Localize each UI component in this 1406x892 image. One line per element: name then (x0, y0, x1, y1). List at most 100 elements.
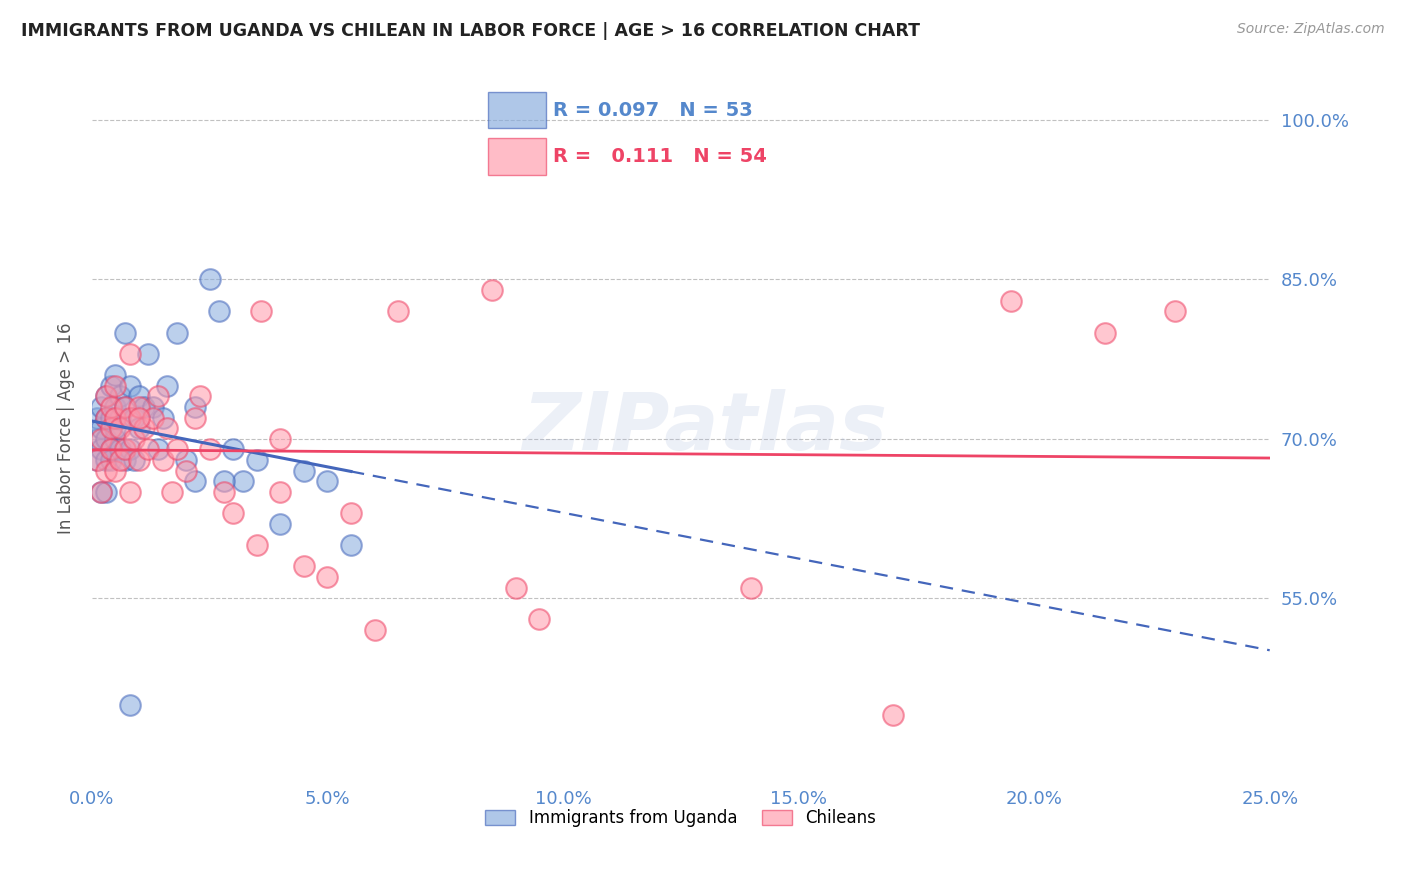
Point (100, 410, 122, 425)
Point (94, 453, 117, 467)
Point (90, 442, 112, 457)
Point (108, 453, 131, 467)
Point (118, 698, 141, 712)
Point (100, 442, 122, 457)
Point (118, 442, 141, 457)
Point (174, 464, 197, 478)
Point (100, 400, 122, 414)
Point (292, 464, 315, 478)
Point (363, 623, 385, 637)
Point (184, 475, 207, 489)
Point (94, 410, 117, 425)
FancyBboxPatch shape (488, 92, 546, 128)
Point (146, 442, 169, 457)
Point (142, 410, 165, 425)
Point (100, 421, 122, 435)
Point (740, 581, 762, 595)
Point (94, 389, 117, 403)
Point (86, 453, 108, 467)
Point (104, 410, 127, 425)
Point (100, 442, 122, 457)
Point (90, 421, 112, 435)
Legend: Immigrants from Uganda, Chileans: Immigrants from Uganda, Chileans (478, 803, 883, 834)
Point (90, 400, 112, 414)
Point (250, 304, 273, 318)
Point (108, 410, 131, 425)
Point (118, 485, 141, 500)
Point (505, 581, 527, 595)
Text: R = 0.097   N = 53: R = 0.097 N = 53 (553, 101, 752, 120)
Point (94, 485, 117, 500)
Point (104, 464, 127, 478)
Point (184, 400, 207, 414)
Point (269, 485, 291, 500)
Point (114, 326, 136, 340)
Point (882, 708, 904, 723)
Point (114, 400, 136, 414)
Point (108, 421, 131, 435)
Point (208, 304, 231, 318)
Point (104, 421, 127, 435)
Point (156, 378, 179, 392)
Point (100, 378, 122, 392)
Point (1000, 293, 1022, 308)
Point (152, 453, 174, 467)
Point (128, 410, 150, 425)
Point (387, 304, 409, 318)
Point (104, 378, 127, 392)
Point (94, 389, 117, 403)
Point (90, 485, 112, 500)
Point (86, 432, 108, 446)
Text: Source: ZipAtlas.com: Source: ZipAtlas.com (1237, 22, 1385, 37)
Point (86, 410, 108, 425)
Point (222, 506, 245, 520)
Point (269, 432, 291, 446)
Point (94, 410, 117, 425)
FancyBboxPatch shape (488, 137, 546, 175)
Point (269, 516, 291, 531)
Point (340, 538, 363, 552)
Text: R =   0.111   N = 54: R = 0.111 N = 54 (553, 146, 766, 166)
Point (114, 453, 136, 467)
Point (292, 559, 315, 574)
Point (146, 389, 169, 403)
Point (122, 453, 145, 467)
Point (128, 453, 150, 467)
Point (340, 506, 363, 520)
Point (529, 612, 551, 626)
Point (114, 400, 136, 414)
Text: IMMIGRANTS FROM UGANDA VS CHILEAN IN LABOR FORCE | AGE > 16 CORRELATION CHART: IMMIGRANTS FROM UGANDA VS CHILEAN IN LAB… (21, 22, 920, 40)
Point (118, 378, 141, 392)
Y-axis label: In Labor Force | Age > 16: In Labor Force | Age > 16 (58, 322, 75, 534)
Point (104, 432, 127, 446)
Point (138, 442, 160, 457)
Point (160, 485, 183, 500)
Point (94, 432, 117, 446)
Point (138, 347, 160, 361)
Point (122, 432, 145, 446)
Point (166, 326, 188, 340)
Point (222, 442, 245, 457)
Point (128, 400, 150, 414)
Point (1094, 326, 1116, 340)
Point (108, 442, 131, 457)
Point (246, 538, 269, 552)
Point (100, 453, 122, 467)
Point (316, 475, 339, 489)
Text: ZIPatlas: ZIPatlas (522, 389, 887, 467)
Point (188, 389, 211, 403)
Point (481, 283, 503, 297)
Point (212, 475, 235, 489)
Point (128, 389, 150, 403)
Point (152, 410, 174, 425)
Point (122, 410, 145, 425)
Point (232, 475, 254, 489)
Point (104, 400, 127, 414)
Point (128, 421, 150, 435)
Point (316, 570, 339, 584)
Point (118, 410, 141, 425)
Point (246, 453, 269, 467)
Point (114, 442, 136, 457)
Point (108, 389, 131, 403)
Point (184, 410, 207, 425)
